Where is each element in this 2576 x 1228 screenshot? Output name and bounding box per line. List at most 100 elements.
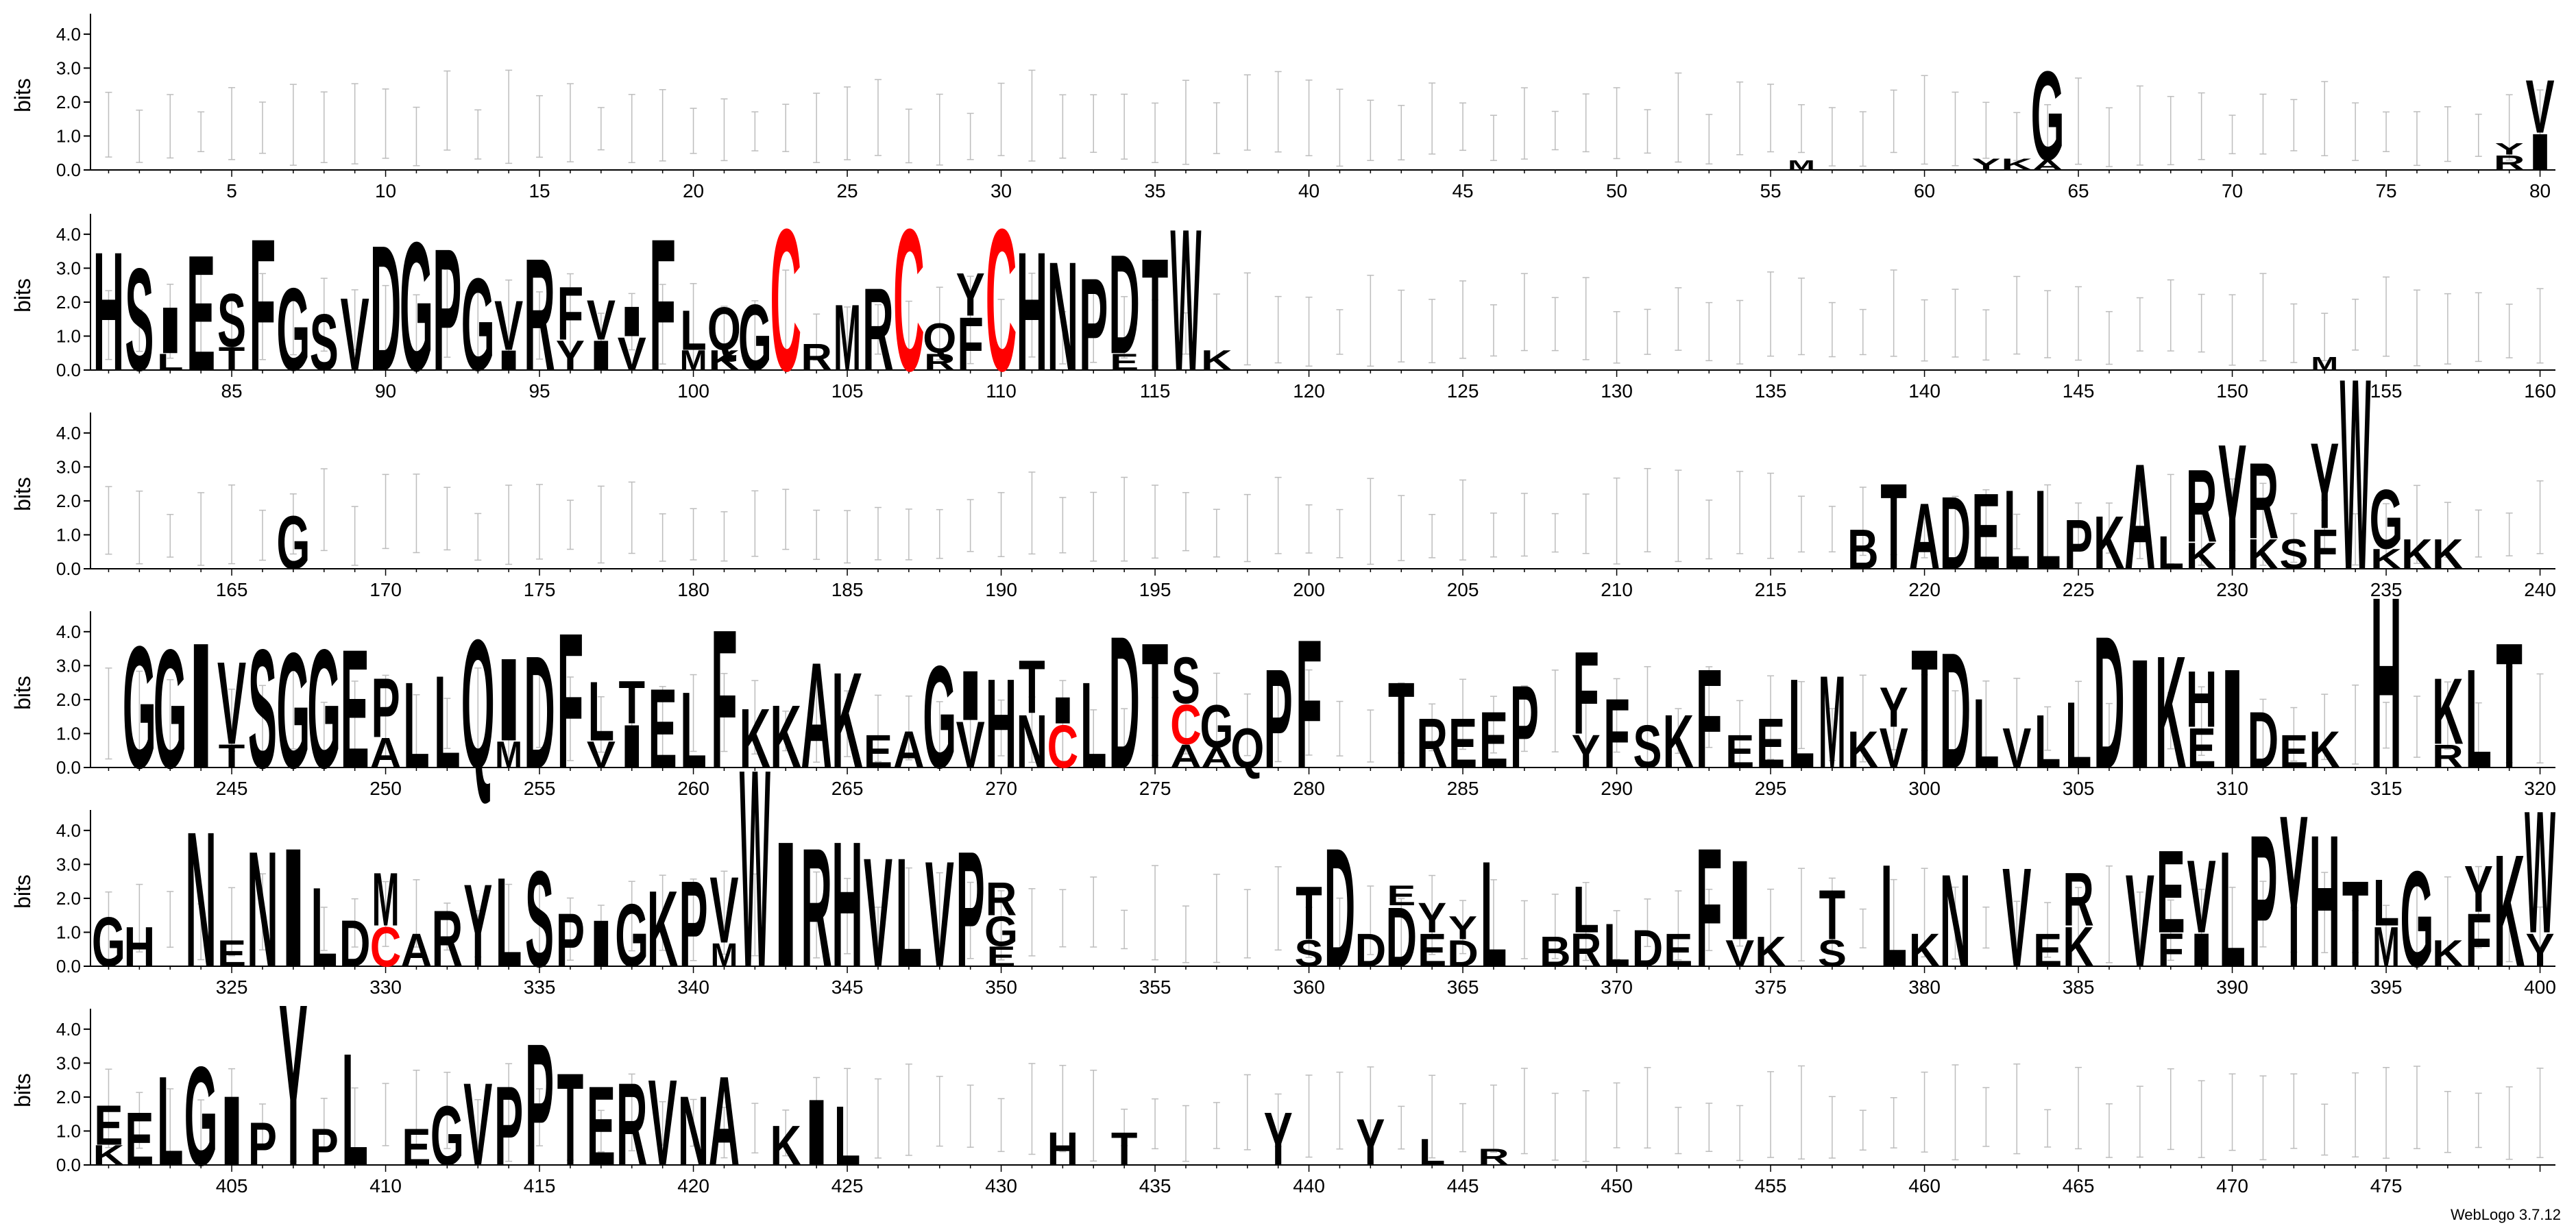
x-tick-label: 460 — [1908, 1175, 1941, 1196]
logo-letter-L: L — [588, 663, 615, 759]
logo-letter-Y: Y — [2310, 418, 2339, 554]
logo-letter-I: I — [1049, 689, 1076, 731]
logo-letter-D: D — [1355, 923, 1387, 976]
x-tick-label: 190 — [985, 579, 1017, 600]
x-tick-label: 305 — [2063, 778, 2095, 799]
logo-letter-M: M — [711, 937, 738, 974]
logo-letter-N: N — [678, 1075, 709, 1186]
logo-letter-M: M — [680, 345, 707, 376]
logo-letter-E: E — [648, 666, 677, 792]
logo-letter-N: N — [1047, 230, 1079, 404]
y-axis-label: bits — [10, 1073, 35, 1107]
logo-letter-E: E — [125, 1098, 154, 1182]
logo-letter-M: M — [2372, 916, 2400, 979]
logo-letter-L: L — [1603, 911, 1630, 979]
y-tick-label: 2.0 — [56, 292, 81, 312]
x-tick-label: 255 — [524, 778, 556, 799]
logo-letter-Y: Y — [2279, 770, 2308, 1013]
x-tick-label: 335 — [524, 977, 556, 998]
logo-letter-P: P — [679, 857, 708, 993]
logo-letter-C: C — [986, 187, 1017, 414]
logo-letter-I: I — [2126, 627, 2154, 801]
logo-letter-A: A — [1909, 483, 1941, 589]
logo-letter-P: P — [248, 1110, 277, 1178]
logo-letter-L: L — [2373, 866, 2400, 940]
x-tick-label: 300 — [1908, 778, 1941, 799]
logo-letter-N: N — [1017, 700, 1048, 785]
logo-letter-V: V — [587, 288, 616, 352]
logo-letter-R: R — [616, 1059, 648, 1190]
logo-letter-K: K — [1201, 345, 1232, 377]
logo-letter-V: V — [463, 1059, 492, 1190]
logo-letter-A: A — [1201, 743, 1232, 774]
logo-letter-K: K — [2248, 531, 2279, 578]
logo-letter-Y: Y — [1264, 1098, 1293, 1182]
x-tick-label: 390 — [2216, 977, 2248, 998]
logo-letter-H: H — [124, 915, 156, 979]
logo-letter-K: K — [1909, 923, 1941, 976]
logo-letter-H: H — [2370, 546, 2402, 820]
logo-letter-L: L — [2465, 641, 2492, 798]
logo-row-3: 0.0 1.0 2.0 3.0 4.0 bits 165 170 175 180 185 190 195… — [10, 323, 2556, 628]
y-tick-label: 1.0 — [56, 524, 81, 545]
logo-letter-T: T — [618, 669, 645, 737]
x-tick-label: 75 — [2375, 180, 2396, 201]
y-tick-label: 2.0 — [56, 491, 81, 511]
logo-letter-L: L — [157, 349, 184, 376]
x-tick-label: 380 — [1908, 977, 1941, 998]
logo-letter-L: L — [311, 865, 337, 991]
logo-letter-A: A — [370, 730, 402, 777]
y-tick-label: 2.0 — [56, 1087, 81, 1107]
logo-letter-W: W — [740, 711, 770, 1027]
y-axis-label: bits — [10, 78, 35, 112]
logo-letter-G: G — [2370, 471, 2403, 567]
logo-letter-I: I — [2219, 639, 2246, 798]
logo-letter-I: I — [1726, 837, 1753, 963]
x-tick-label: 290 — [1601, 778, 1633, 799]
x-tick-label: 215 — [1755, 579, 1787, 600]
logo-letter-S: S — [1295, 932, 1324, 974]
logo-letter-W: W — [2525, 774, 2555, 970]
x-tick-label: 400 — [2524, 977, 2556, 998]
logo-letter-E: E — [402, 1118, 430, 1177]
logo-letter-S: S — [1633, 713, 1662, 781]
y-tick-label: 0.0 — [56, 757, 81, 778]
x-tick-label: 110 — [986, 380, 1017, 402]
logo-letter-H: H — [2309, 796, 2340, 1007]
y-axis-label: bits — [10, 676, 35, 710]
y-axis-label: bits — [10, 278, 35, 312]
logo-letter-V: V — [217, 638, 246, 769]
logo-letter-L: L — [403, 658, 430, 794]
x-tick-label: 140 — [1908, 380, 1941, 402]
x-tick-label: 475 — [2370, 1175, 2403, 1196]
logo-letter-C: C — [370, 915, 402, 979]
x-tick-label: 155 — [2370, 380, 2403, 402]
logo-letter-R: R — [1416, 704, 1448, 783]
logo-letter-I: I — [587, 907, 615, 980]
x-tick-label: 360 — [1293, 977, 1325, 998]
y-tick-label: 1.0 — [56, 723, 81, 744]
logo-letter-V: V — [2126, 848, 2154, 995]
logo-letter-T: T — [1296, 872, 1322, 956]
y-tick-label: 4.0 — [56, 820, 81, 841]
logo-letter-P: P — [494, 1064, 523, 1190]
logo-letter-E: E — [2187, 716, 2216, 780]
logo-letter-F: F — [2311, 517, 2338, 581]
x-tick-label: 225 — [2063, 579, 2095, 600]
logo-letter-I: I — [772, 804, 799, 1005]
x-tick-label: 180 — [677, 579, 709, 600]
logo-letter-Y: Y — [2526, 923, 2555, 976]
logo-letter-F: F — [557, 593, 584, 809]
logo-letter-A: A — [893, 721, 925, 779]
x-tick-label: 175 — [524, 579, 556, 600]
logo-letter-Y: Y — [1356, 1106, 1385, 1180]
logo-letter-B: B — [1540, 929, 1571, 976]
y-tick-label: 1.0 — [56, 326, 81, 346]
logo-letter-M: M — [372, 857, 400, 942]
logo-letter-I: I — [618, 298, 646, 345]
logo-letter-L: L — [1973, 678, 2000, 789]
logo-letter-K: K — [2001, 156, 2032, 174]
x-tick-label: 270 — [985, 778, 1017, 799]
x-tick-label: 370 — [1601, 977, 1633, 998]
logo-letter-S: S — [1171, 643, 1200, 717]
